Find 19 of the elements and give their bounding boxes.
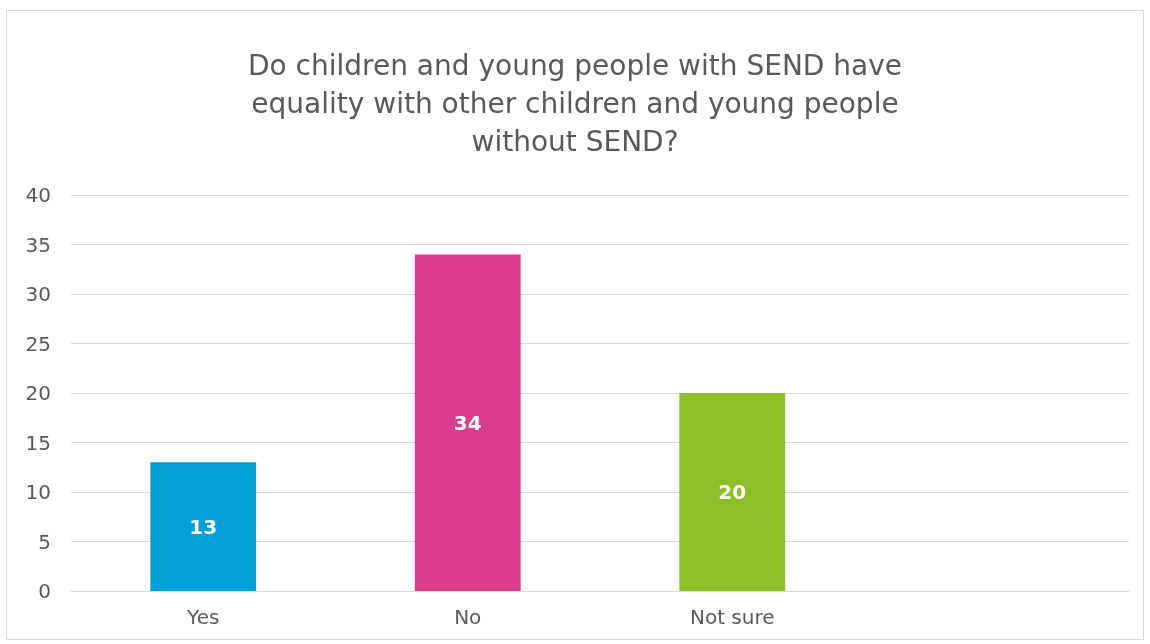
bar <box>679 393 786 591</box>
y-tick-label: 30 <box>25 282 51 306</box>
x-tick-label: Not sure <box>689 605 775 629</box>
y-tick-label: 25 <box>25 331 51 356</box>
y-tick-label: 35 <box>25 232 51 257</box>
y-tick-label: 40 <box>25 183 51 207</box>
data-label: 20 <box>718 480 747 504</box>
bar <box>150 462 257 591</box>
x-tick-label: No <box>454 605 482 629</box>
data-label: 13 <box>189 514 218 539</box>
y-tick-label: 5 <box>38 529 51 554</box>
chart-title: Do children and young people with SEND have equality with other children and young people without SEND? <box>248 48 902 158</box>
y-tick-label: 20 <box>25 381 51 405</box>
bar <box>414 254 521 591</box>
y-tick-label: 0 <box>38 579 51 603</box>
x-tick-label: Yes <box>186 605 220 629</box>
y-tick-label: 15 <box>25 430 51 455</box>
data-label: 34 <box>453 410 482 435</box>
y-tick-label: 10 <box>25 480 51 504</box>
